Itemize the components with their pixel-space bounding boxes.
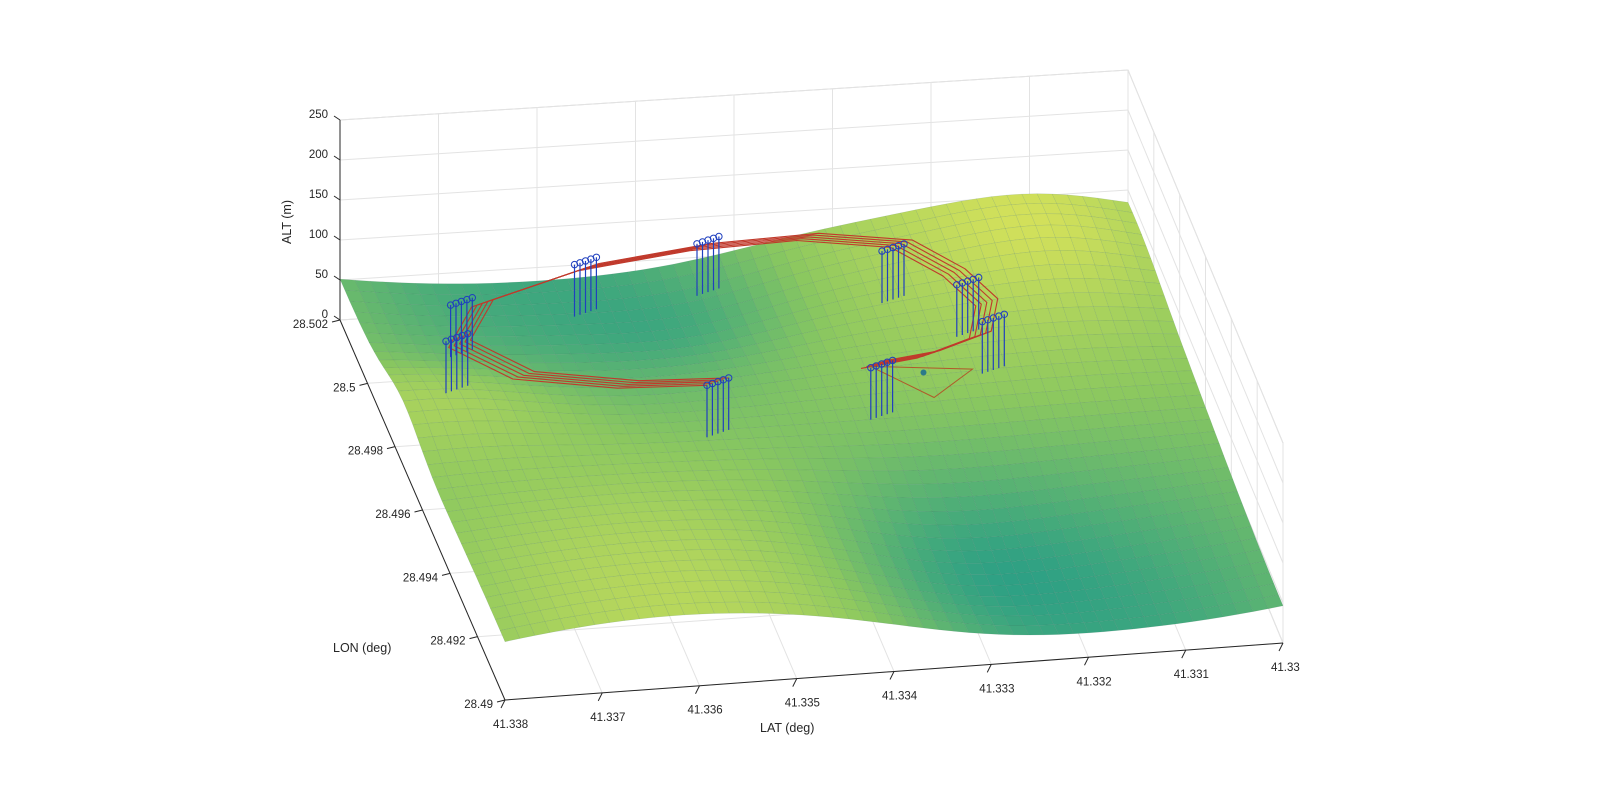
x-tick-mark: [792, 678, 798, 687]
y-tick-label: 28.492: [430, 636, 465, 648]
z-tick-label: 250: [309, 109, 328, 121]
y-tick-mark: [496, 699, 506, 703]
y-tick-label: 28.5: [333, 382, 355, 394]
z-tick-mark: [333, 235, 341, 241]
y-tick-mark: [441, 572, 451, 576]
surface-cell: [1130, 243, 1152, 259]
trajectory-lane: [469, 232, 999, 382]
trajectory-lane: [453, 238, 982, 387]
waypoint-marker: [703, 381, 711, 389]
x-tick-mark: [597, 692, 603, 702]
surface-cell: [1162, 333, 1184, 347]
z-tick-label: 0: [322, 309, 328, 321]
x-tick-label: 41.337: [590, 712, 625, 724]
x-tick-mark: [889, 671, 895, 680]
y-tick-mark: [414, 509, 423, 513]
trajectory-lane: [448, 239, 977, 389]
waypoint-marker: [978, 317, 986, 326]
surface-cell: [1226, 502, 1247, 518]
surface-cell: [1112, 199, 1134, 214]
z-tick-mark: [333, 315, 341, 321]
waypoint-marker: [587, 255, 595, 263]
y-axis-label: LON (deg): [333, 641, 391, 655]
waypoint-marker: [693, 240, 701, 248]
z-tick-label: 100: [309, 229, 328, 241]
waypoint-marker: [953, 281, 961, 289]
waypoint-marker: [442, 337, 450, 345]
gridline-z: [339, 189, 1284, 564]
x-tick-mark: [500, 699, 506, 709]
waypoint-marker: [708, 379, 717, 388]
waypoint-marker: [872, 362, 880, 370]
trajectory-layer: [448, 232, 999, 399]
z-tick-label: 50: [315, 269, 328, 281]
y-tick-label: 28.49: [464, 699, 493, 711]
surface-cell: [1190, 406, 1211, 421]
waypoint-marker: [446, 301, 455, 309]
x-tick-label: 41.338: [493, 719, 528, 731]
z-tick-mark: [333, 275, 341, 281]
y-tick-mark: [469, 636, 478, 640]
z-tick-mark: [333, 155, 341, 161]
x-tick-mark: [695, 685, 700, 694]
waypoint-layer: [442, 232, 1008, 438]
y-tick-label: 28.496: [375, 509, 410, 521]
x-tick-mark: [1278, 642, 1284, 652]
waypoint-marker: [453, 333, 461, 342]
surface-cell: [1263, 594, 1284, 610]
z-tick-mark: [333, 115, 341, 121]
y-tick-mark: [386, 446, 396, 450]
x-tick-mark: [1084, 657, 1089, 666]
y-tick-label: 28.498: [348, 446, 383, 458]
gridline-z: [339, 69, 1284, 444]
goal-marker: [920, 369, 927, 376]
waypoint-marker: [719, 376, 727, 384]
x-tick-label: 41.331: [1174, 669, 1209, 681]
z-tick-mark: [333, 195, 341, 201]
x-tick-label: 41.332: [1077, 676, 1112, 688]
x-tick-label: 41.336: [688, 705, 723, 717]
x-tick-label: 41.333: [979, 683, 1014, 695]
waypoint-marker: [570, 260, 579, 269]
z-axis-label: ALT (m): [280, 200, 294, 244]
y-tick-mark: [359, 382, 368, 386]
gridline-z: [339, 149, 1284, 524]
waypoint-marker: [867, 364, 875, 372]
y-tick-label: 28.494: [403, 572, 439, 584]
surface-cell: [1171, 358, 1193, 372]
goal-region: [870, 365, 974, 399]
x-tick-label: 41.334: [882, 691, 918, 703]
trajectory-lane: [459, 236, 988, 385]
x-tick-mark: [1181, 649, 1187, 659]
z-tick-label: 200: [309, 149, 328, 161]
gridline-z: [339, 109, 1284, 484]
surface-cell: [1139, 268, 1161, 284]
y-tick-mark: [331, 319, 341, 323]
x-axis-label: LAT (deg): [760, 721, 814, 735]
surface-cell: [1180, 382, 1202, 397]
terrain-surface: [339, 193, 1284, 642]
waypoint-marker: [452, 299, 460, 307]
trajectory-lane: [464, 234, 993, 384]
surface-cell: [1116, 209, 1138, 224]
y-tick-label: 28.502: [293, 319, 328, 331]
waypoint-marker: [888, 356, 897, 365]
tick-labels: 41.338 41.337 41.336 41.335 41.334 41.333 41.3…: [293, 109, 1300, 731]
surface-cell: [1199, 431, 1220, 446]
x-tick-label: 41.33: [1271, 662, 1300, 674]
z-tick-label: 150: [309, 189, 328, 201]
waypoint-marker: [715, 232, 723, 241]
x-tick-label: 41.335: [785, 698, 820, 710]
waypoint-marker: [878, 247, 886, 255]
surface-cell: [1222, 491, 1243, 506]
x-tick-mark: [986, 664, 992, 673]
